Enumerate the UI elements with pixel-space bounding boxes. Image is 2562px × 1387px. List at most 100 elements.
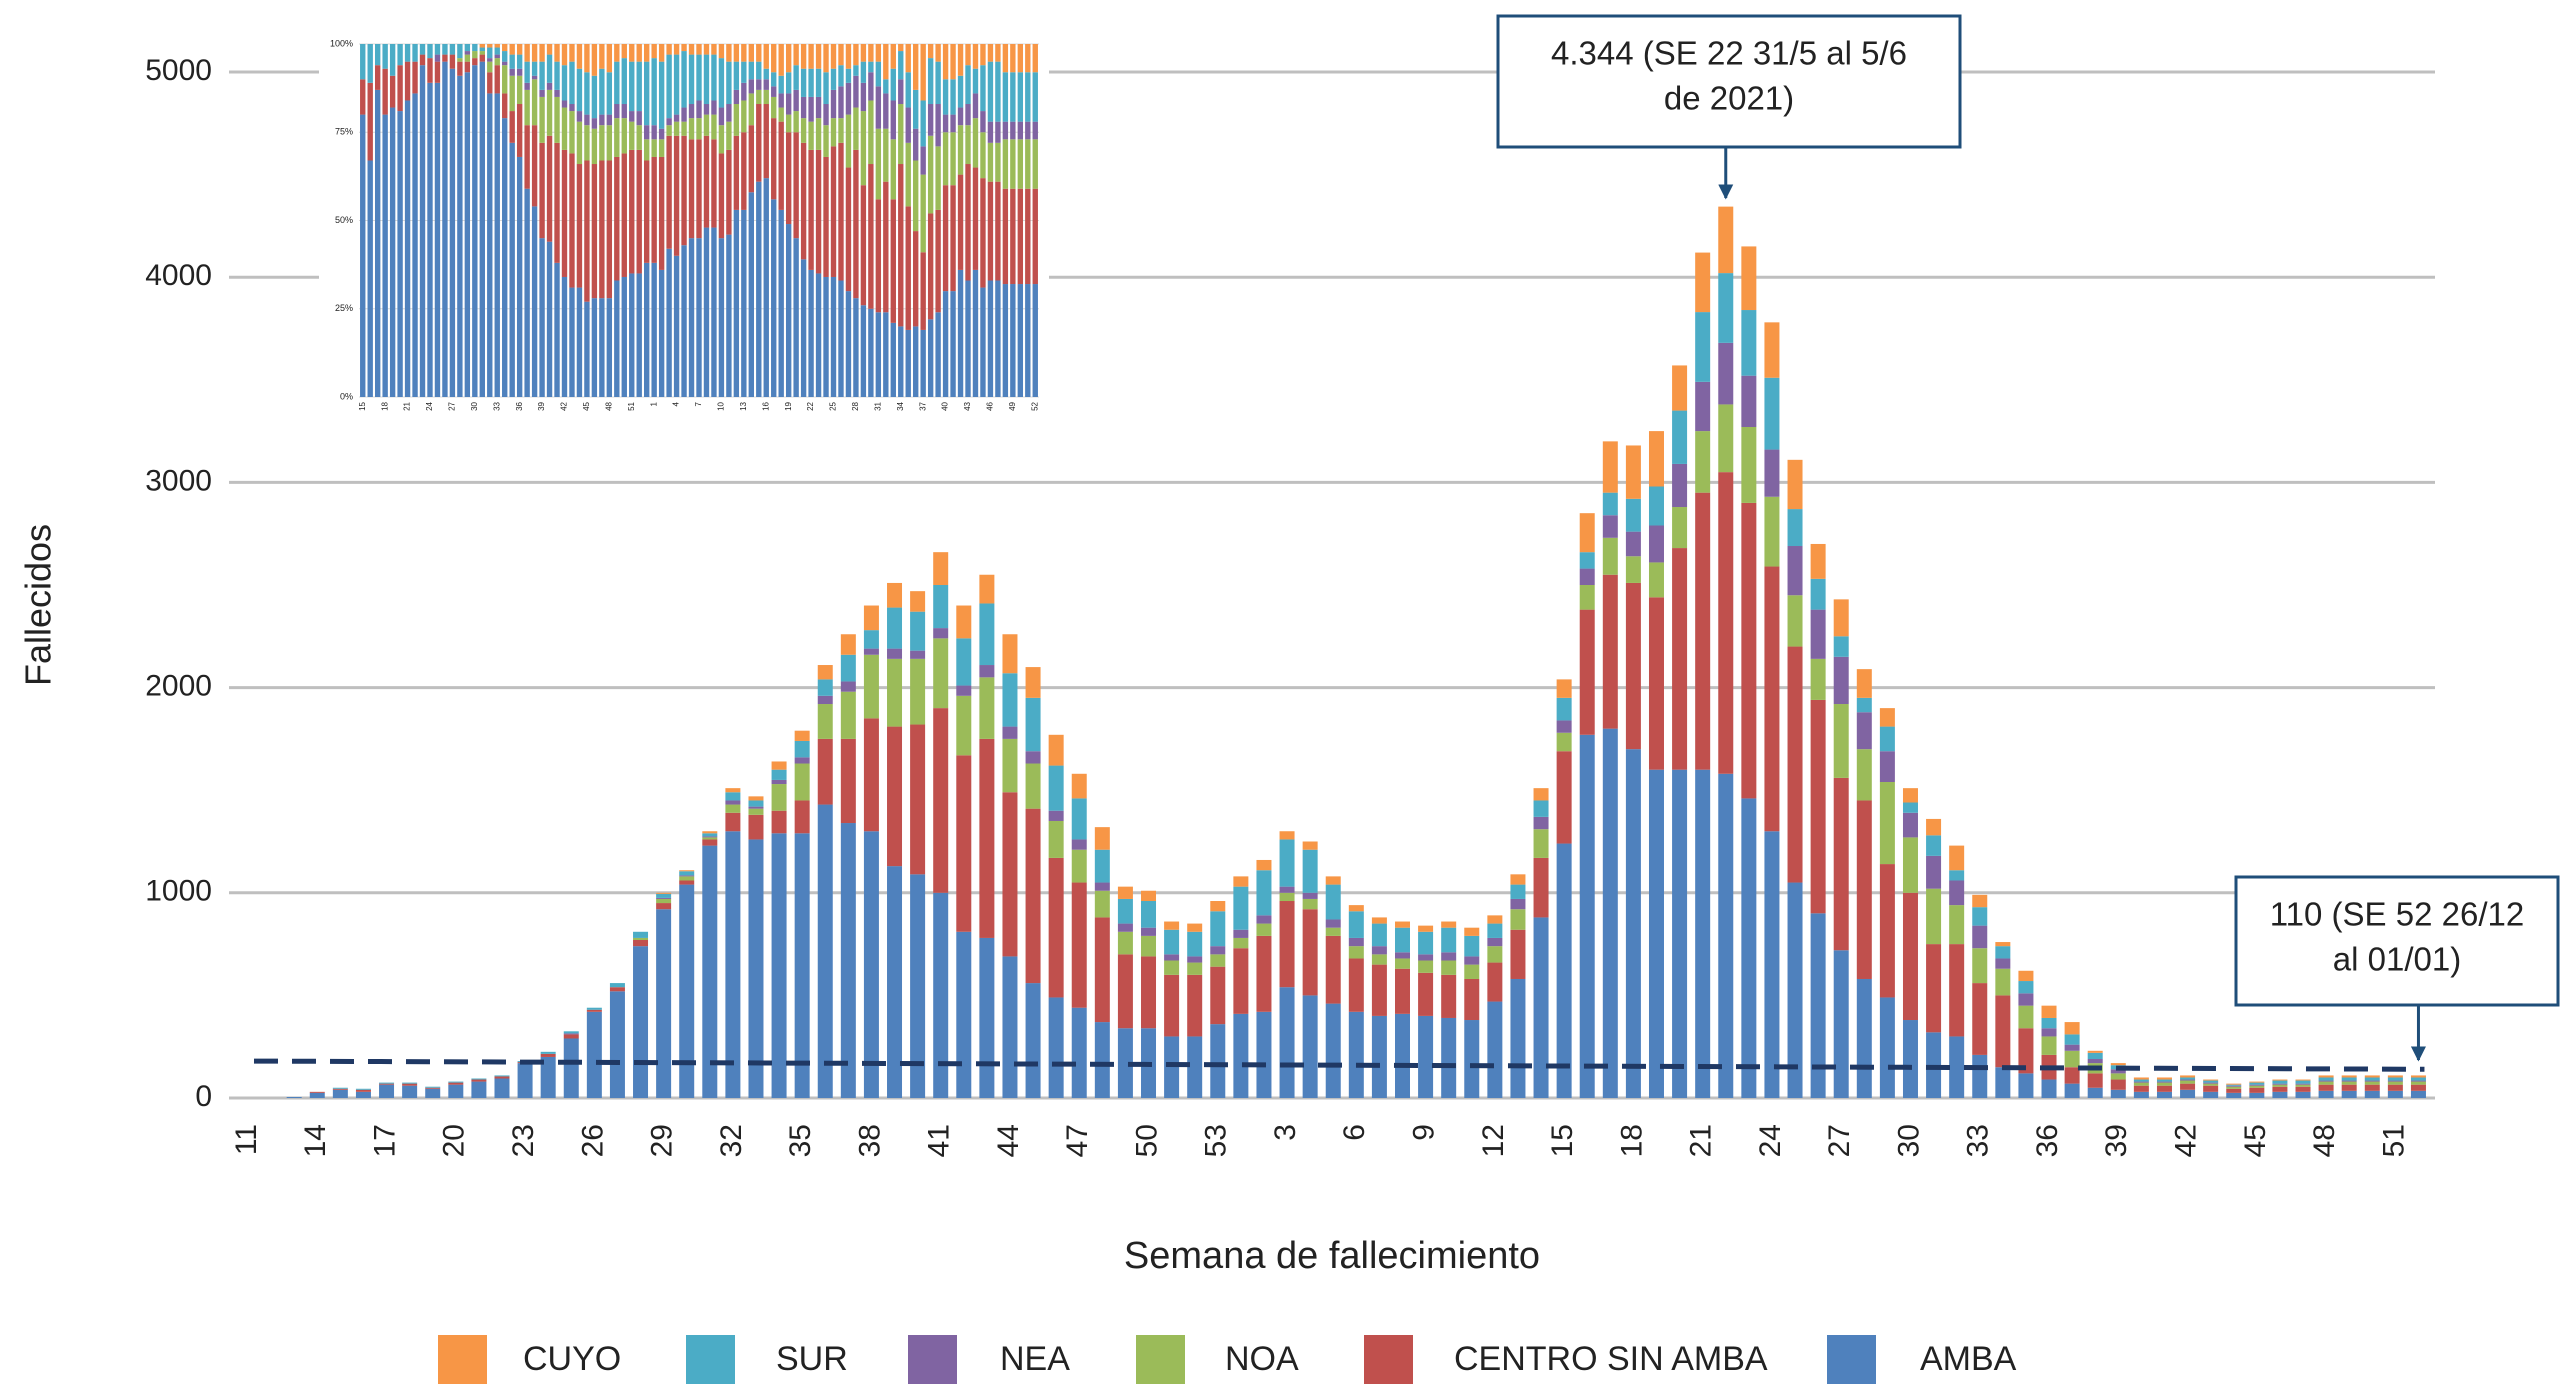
- bar-segment: [1949, 1036, 1965, 1098]
- bar-segment: [1371, 946, 1387, 955]
- bar-segment: [1995, 942, 2011, 947]
- inset-bar-segment: [980, 178, 986, 288]
- bar-segment: [794, 730, 810, 741]
- inset-bar-segment: [606, 44, 613, 73]
- bar-segment: [586, 1007, 602, 1010]
- inset-bar-segment: [800, 68, 807, 97]
- bar-segment: [1856, 697, 1872, 713]
- bar-segment: [1071, 849, 1087, 883]
- bar-segment: [2226, 1092, 2242, 1098]
- x-tick-label: 18: [1615, 1124, 1648, 1157]
- bar-segment: [748, 808, 764, 815]
- inset-x-tick-label: 18: [380, 401, 389, 410]
- inset-bar-segment: [367, 160, 373, 397]
- inset-bar-segment: [591, 44, 598, 76]
- inset-bar-segment: [838, 65, 844, 87]
- bar-segment: [1949, 944, 1965, 1037]
- bar-segment: [1164, 974, 1180, 1037]
- bar-segment: [1279, 839, 1295, 887]
- inset-bar-segment: [927, 213, 934, 320]
- bar-segment: [1556, 679, 1572, 698]
- bar-segment: [2364, 1075, 2380, 1078]
- inset-bar-segment: [644, 44, 650, 62]
- inset-bar-segment: [1025, 188, 1031, 285]
- bar-segment: [1441, 921, 1457, 928]
- bar-segment: [494, 1078, 510, 1098]
- bar-segment: [563, 1034, 579, 1039]
- bar-segment: [1787, 595, 1803, 647]
- bar-segment: [2295, 1091, 2311, 1098]
- bar-segment: [2387, 1090, 2403, 1098]
- inset-bar-segment: [800, 142, 807, 260]
- inset-x-tick-label: 10: [717, 401, 726, 410]
- bar-segment: [979, 574, 995, 604]
- bar-segment: [1602, 728, 1618, 1098]
- bar-segment: [748, 796, 764, 801]
- bar-segment: [494, 1076, 510, 1079]
- inset-bar-segment: [741, 209, 747, 397]
- inset-bar-segment: [965, 125, 971, 165]
- inset-bar-segment: [868, 72, 874, 101]
- inset-bar-segment: [382, 68, 388, 115]
- inset-bar-segment: [972, 167, 979, 270]
- bar-segment: [2364, 1080, 2380, 1082]
- inset-bar-segment: [935, 146, 941, 210]
- inset-bar-segment: [614, 44, 620, 62]
- inset-x-tick-label: 37: [918, 401, 927, 410]
- bar-segment: [2156, 1077, 2172, 1080]
- inset-bar-segment: [644, 139, 650, 161]
- bar-segment: [425, 1088, 441, 1098]
- y-tick-label: 5000: [145, 54, 212, 87]
- bar-segment: [1418, 960, 1434, 973]
- inset-bar-segment: [442, 54, 448, 62]
- inset-bar-segment: [800, 118, 807, 143]
- inset-x-tick-label: 28: [851, 401, 860, 410]
- inset-bar-segment: [546, 135, 553, 242]
- inset-bar-segment: [1017, 44, 1024, 73]
- x-tick-label: 36: [2031, 1124, 2064, 1157]
- inset-bar-segment: [636, 111, 642, 126]
- inset-bar-segment: [957, 125, 964, 175]
- inset-bar-segment: [890, 44, 896, 69]
- bar-segment: [1625, 749, 1641, 1098]
- bar-segment: [2318, 1080, 2334, 1082]
- inset-bar-segment: [658, 269, 665, 397]
- inset-x-tick-label: 4: [672, 401, 681, 406]
- bar-segment: [1371, 964, 1387, 1016]
- inset-bar-segment: [793, 65, 799, 90]
- inset-bar-segment: [599, 68, 605, 115]
- bar-segment: [1879, 751, 1895, 782]
- inset-bar-segment: [942, 44, 949, 80]
- inset-bar-segment: [516, 68, 523, 76]
- inset-bar-segment: [845, 82, 852, 115]
- bar-segment: [1972, 925, 1988, 949]
- bar-segment: [1048, 810, 1064, 821]
- bar-segment: [910, 658, 926, 725]
- bar-segment: [402, 1085, 418, 1098]
- bar-segment: [1256, 915, 1272, 924]
- bar-segment: [563, 1031, 579, 1034]
- inset-bar-segment: [374, 89, 381, 397]
- bar-segment: [956, 931, 972, 1098]
- inset-bar-segment: [651, 139, 657, 157]
- inset-x-tick-label: 51: [627, 401, 636, 410]
- inset-bar-segment: [681, 51, 687, 108]
- bar-segment: [1533, 917, 1549, 1098]
- inset-bar-segment: [920, 146, 926, 175]
- bar-segment: [840, 738, 856, 824]
- bar-segment: [2226, 1084, 2242, 1086]
- bar-segment: [2087, 1073, 2103, 1088]
- inset-bar-segment: [644, 61, 650, 126]
- bar-segment: [1117, 898, 1133, 924]
- bar-segment: [1972, 948, 1988, 984]
- bar-segment: [1048, 820, 1064, 858]
- bar-segment: [1718, 773, 1734, 1098]
- inset-bar-segment: [472, 58, 478, 66]
- inset-bar-segment: [629, 44, 635, 62]
- inset-x-tick-label: 48: [604, 401, 613, 410]
- bar-segment: [2203, 1091, 2219, 1098]
- bar-segment: [2387, 1084, 2403, 1091]
- inset-bar-segment: [808, 269, 814, 397]
- bar-segment: [2341, 1075, 2357, 1078]
- bar-segment: [2110, 1073, 2126, 1080]
